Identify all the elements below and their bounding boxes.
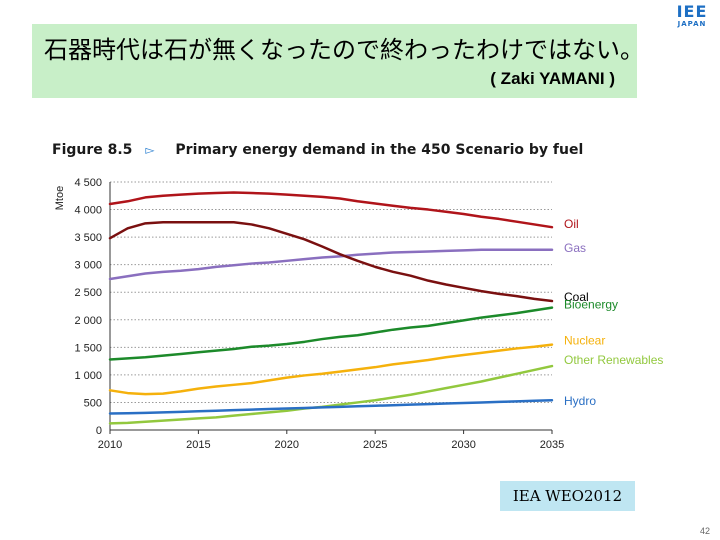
y-tick-label: 1 000 <box>74 370 102 382</box>
series-label-hydro: Hydro <box>564 394 596 408</box>
y-tick-label: 4 500 <box>74 177 102 189</box>
series-line-coal <box>108 220 554 303</box>
x-tick-label: 2015 <box>186 439 210 451</box>
series-label-gas: Gas <box>564 241 586 255</box>
logo-main-text: IEE <box>676 2 708 21</box>
x-tick-label: 2030 <box>451 439 475 451</box>
y-axis-label: Mtoe <box>54 186 66 210</box>
y-tick-label: 2 500 <box>74 287 102 299</box>
logo-sub-text: JAPAN <box>677 20 707 28</box>
iee-japan-logo: IEE JAPAN <box>670 4 714 29</box>
figure-title: Figure 8.5 ▻ Primary energy demand in th… <box>52 142 583 158</box>
series-line-oil <box>108 191 554 229</box>
y-tick-label: 2 000 <box>74 315 102 327</box>
x-tick-label: 2035 <box>540 439 564 451</box>
figure-number: Figure 8.5 <box>52 142 133 158</box>
y-tick-label: 0 <box>96 425 102 437</box>
figure-arrow-icon: ▻ <box>145 143 155 157</box>
series-line-gas <box>108 248 554 281</box>
source-label: IEA WEO2012 <box>500 481 635 511</box>
series-label-bioenergy: Bioenergy <box>564 298 618 312</box>
series-label-nuclear: Nuclear <box>564 334 605 348</box>
quote-banner: 石器時代は石が無くなったので終わったわけではない。 ( Zaki YAMANI … <box>32 24 644 98</box>
series-label-other-renewables: Other Renewables <box>564 353 663 367</box>
y-tick-label: 3 000 <box>74 260 102 272</box>
series-line-other-renewables <box>108 364 554 425</box>
y-tick-label: 1 500 <box>74 342 102 354</box>
series-label-oil: Oil <box>564 217 579 231</box>
y-tick-label: 4 000 <box>74 205 102 217</box>
x-tick-label: 2025 <box>363 439 387 451</box>
banner-title: 石器時代は石が無くなったので終わったわけではない。 <box>44 36 644 64</box>
page-number: 42 <box>699 526 710 536</box>
x-tick-label: 2010 <box>98 439 122 451</box>
series-label-coal: Coal <box>564 290 589 304</box>
series-line-bioenergy <box>108 306 554 361</box>
figure-caption: Primary energy demand in the 450 Scenari… <box>175 142 584 158</box>
series-line-hydro <box>108 398 554 415</box>
series-line-nuclear <box>108 343 554 396</box>
y-tick-label: 500 <box>84 397 102 409</box>
banner-attribution: ( Zaki YAMANI ) <box>490 69 615 88</box>
x-tick-label: 2020 <box>275 439 299 451</box>
y-tick-label: 3 500 <box>74 232 102 244</box>
